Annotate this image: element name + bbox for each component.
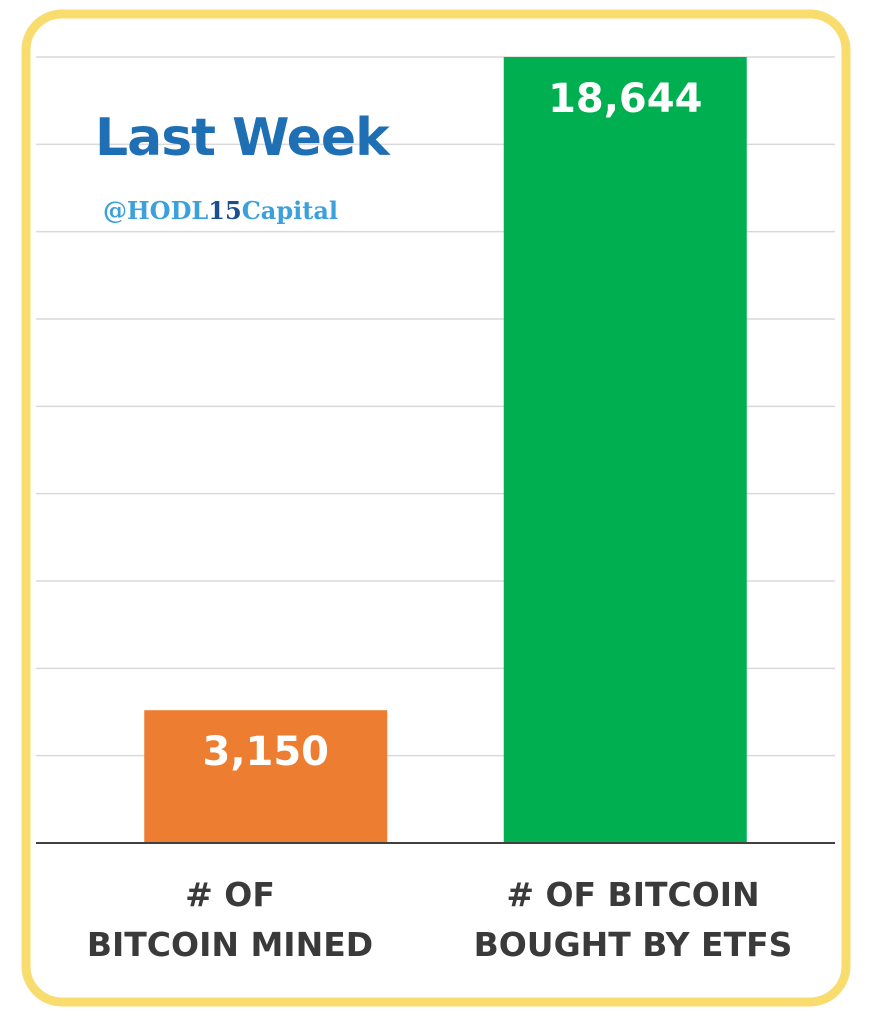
bar-bitcoin-mined bbox=[144, 710, 388, 843]
data-label: 3,150 bbox=[202, 729, 329, 775]
watermark-suffix: Capital bbox=[241, 196, 338, 225]
bars bbox=[144, 57, 747, 843]
x-tick-label-line2: BOUGHT BY ETFS bbox=[473, 925, 793, 964]
watermark-number: 15 bbox=[208, 196, 242, 225]
watermark-prefix: @HODL bbox=[103, 196, 209, 225]
x-tick-label-etfs: # OF BITCOIN BOUGHT BY ETFS bbox=[463, 870, 803, 970]
x-tick-label-line1: # OF BITCOIN bbox=[506, 875, 760, 914]
watermark-handle: @HODL15Capital bbox=[103, 196, 338, 225]
bar-bitcoin-bought-by-etfs bbox=[503, 57, 747, 843]
x-tick-label-line2: BITCOIN MINED bbox=[86, 925, 374, 964]
x-tick-label-mined: # OF BITCOIN MINED bbox=[80, 870, 380, 970]
x-tick-label-line1: # OF bbox=[185, 875, 275, 914]
chart-title: Last Week bbox=[95, 108, 390, 168]
data-labels: 3,150 18,644 bbox=[202, 76, 702, 775]
data-label: 18,644 bbox=[548, 76, 702, 122]
